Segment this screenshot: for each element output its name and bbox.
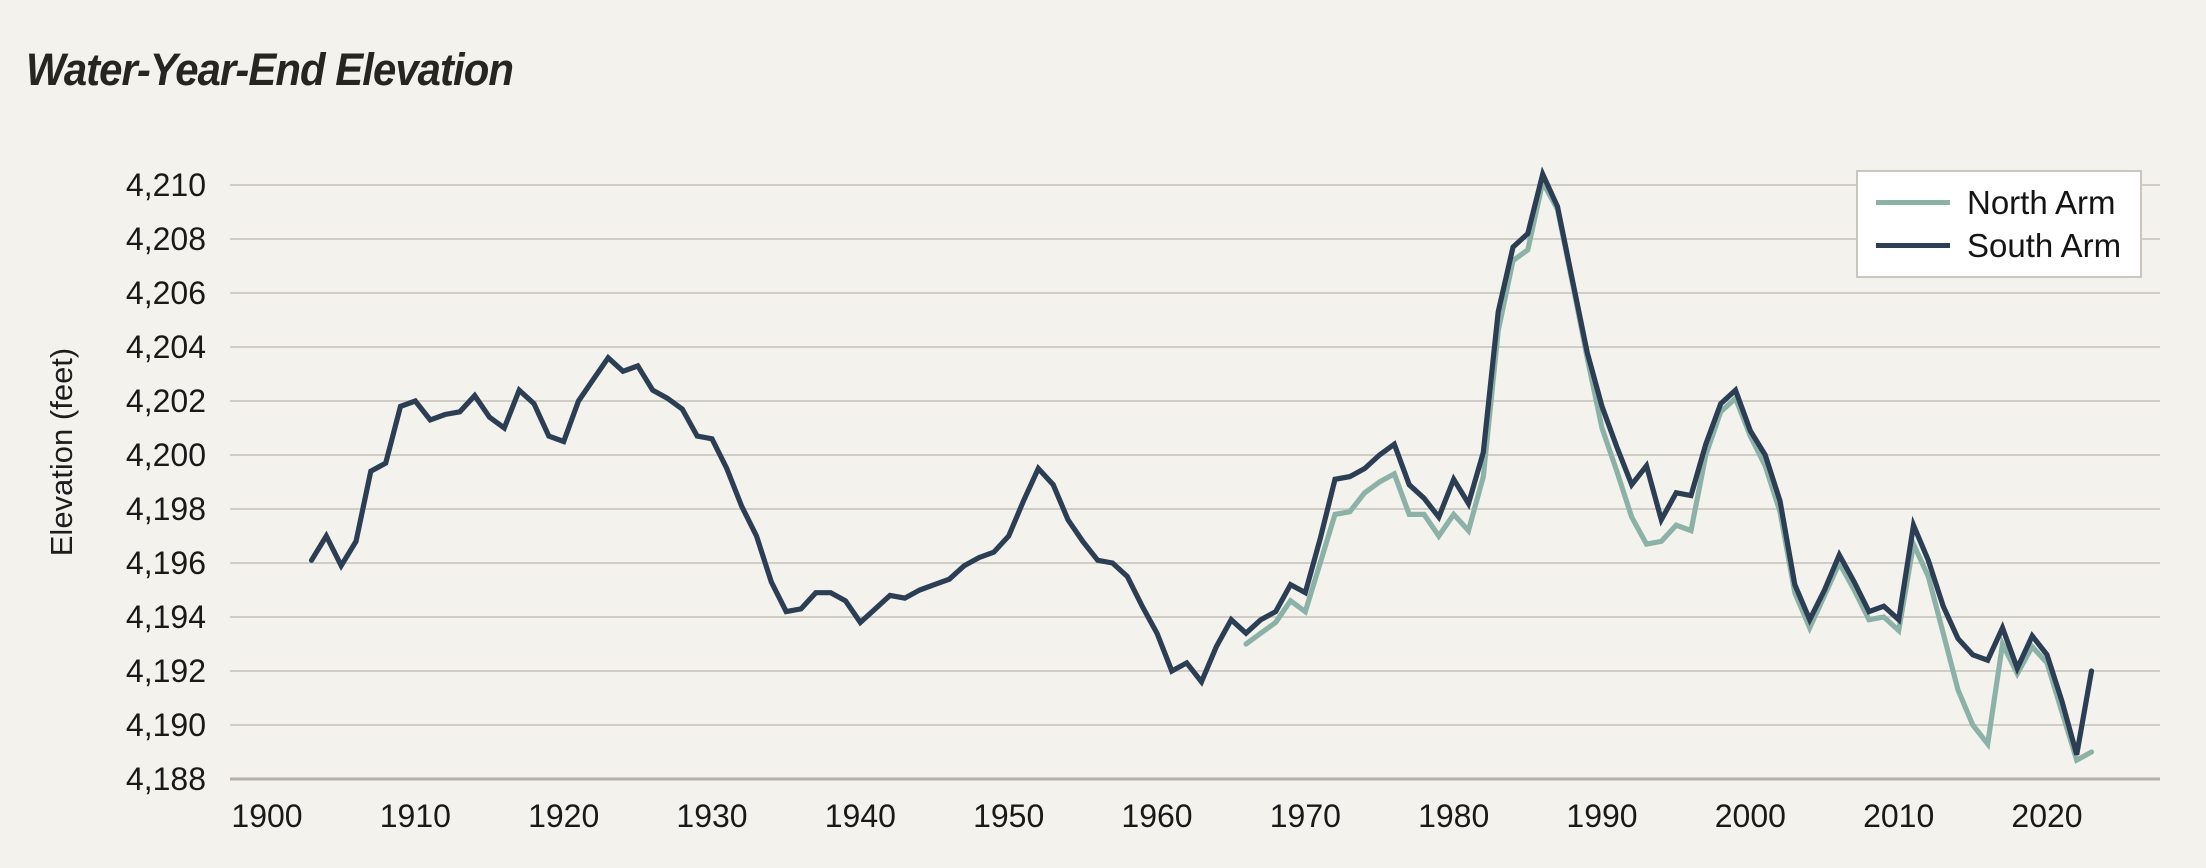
- chart-title: Water-Year-End Elevation: [26, 44, 514, 95]
- y-tick-label: 4,192: [125, 653, 206, 689]
- x-tick-label: 1940: [824, 798, 896, 834]
- y-tick-label: 4,208: [125, 221, 206, 257]
- x-tick-label: 1980: [1418, 798, 1490, 834]
- x-tick-label: 2020: [2011, 798, 2083, 834]
- x-tick-label: 1920: [528, 798, 600, 834]
- legend-item-north-arm[interactable]: North Arm: [1876, 181, 2140, 224]
- x-tick-label: 1960: [1121, 798, 1193, 834]
- x-tick-label: 1970: [1269, 798, 1341, 834]
- y-tick-label: 4,198: [125, 491, 206, 527]
- legend-label: South Arm: [1967, 226, 2122, 264]
- x-tick-label: 2010: [1863, 798, 1935, 834]
- y-tick-label: 4,202: [125, 383, 206, 419]
- y-tick-label: 4,200: [125, 437, 206, 473]
- y-tick-label: 4,210: [125, 167, 206, 203]
- legend: North Arm South Arm: [1856, 170, 2142, 278]
- y-tick-label: 4,204: [125, 329, 206, 365]
- y-tick-label: 4,194: [125, 599, 206, 635]
- x-tick-label: 1990: [1566, 798, 1638, 834]
- y-tick-label: 4,188: [125, 761, 206, 797]
- x-tick-label: 1930: [676, 798, 748, 834]
- north-arm-line-swatch: [1876, 200, 1950, 205]
- legend-item-south-arm[interactable]: South Arm: [1876, 224, 2140, 267]
- y-tick-label: 4,206: [125, 275, 206, 311]
- x-tick-label: 1900: [231, 798, 303, 834]
- x-tick-label: 1910: [379, 798, 451, 834]
- north-arm-line: [1243, 174, 2095, 764]
- y-tick-label: 4,196: [125, 545, 206, 581]
- x-tick-label: 2000: [1714, 798, 1786, 834]
- south-arm-line: [308, 166, 2095, 756]
- legend-label: North Arm: [1967, 183, 2116, 221]
- x-tick-label: 1950: [973, 798, 1045, 834]
- y-tick-label: 4,190: [125, 707, 206, 743]
- south-arm-line-swatch: [1876, 243, 1950, 248]
